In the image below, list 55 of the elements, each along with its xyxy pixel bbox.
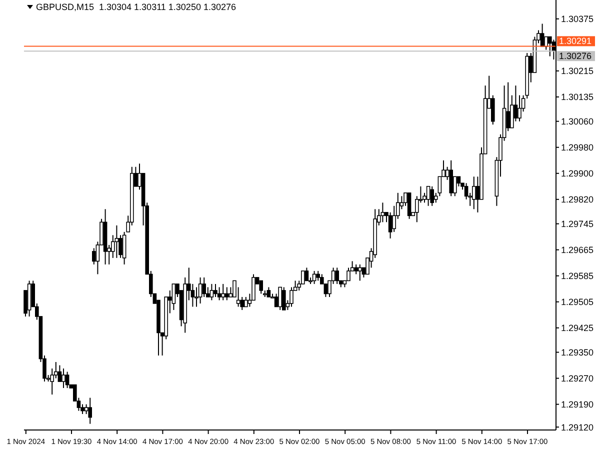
candlestick	[210, 283, 214, 301]
candlestick	[84, 404, 88, 415]
y-tick-label: 1.30060	[561, 116, 594, 127]
chart-title: GBPUSD,M15 1.30304 1.30311 1.30250 1.30276	[36, 2, 236, 12]
y-tick-label: 1.29350	[561, 347, 594, 358]
candlestick	[491, 94, 495, 126]
candlestick	[430, 186, 434, 206]
candlestick	[426, 186, 430, 206]
candlestick	[380, 202, 385, 223]
y-tick-label: 1.29585	[561, 271, 594, 282]
y-tick-label: 1.29745	[561, 218, 594, 229]
candlestick	[217, 286, 222, 301]
candlestick	[65, 371, 70, 389]
y-tick-label: 1.30375	[561, 14, 594, 24]
candlestick	[62, 368, 66, 389]
candlestick	[202, 276, 206, 298]
y-tick-label: 1.29120	[561, 422, 594, 432]
candlestick	[290, 286, 294, 308]
candlestick	[346, 267, 350, 282]
candlestick	[518, 94, 522, 122]
ref-line-label: 1.30291	[559, 36, 592, 46]
y-tick-label: 1.29505	[561, 297, 594, 308]
y-tick-label: 1.30215	[561, 66, 594, 76]
candlestick	[358, 264, 362, 282]
candlestick	[221, 283, 225, 301]
candlestick	[312, 270, 316, 284]
candlestick	[244, 296, 248, 308]
candlestick	[225, 286, 229, 301]
y-tick-label: 1.29270	[561, 373, 594, 384]
candlestick	[449, 160, 453, 197]
candlestick	[88, 397, 92, 424]
candlestick	[354, 264, 358, 275]
candlestick	[259, 280, 263, 294]
candlestick	[198, 276, 202, 304]
candlestick	[214, 283, 218, 298]
candlestick	[548, 36, 552, 57]
candlestick	[304, 267, 309, 282]
candlestick	[335, 267, 339, 284]
candlestick	[92, 248, 96, 265]
candlestick	[278, 286, 282, 310]
candlestick	[472, 176, 476, 210]
y-tick-label: 1.29900	[561, 168, 594, 179]
candlestick	[266, 286, 271, 298]
candlestick	[282, 286, 286, 310]
y-tick-label: 1.29820	[561, 194, 594, 205]
candlestick	[114, 224, 119, 258]
y-tick-label: 1.30135	[561, 92, 594, 102]
candlestick	[172, 283, 176, 310]
candlestick	[407, 192, 412, 220]
y-tick-label: 1.29425	[561, 323, 594, 334]
candlestick	[316, 270, 320, 282]
y-tick-label: 1.29665	[561, 245, 594, 255]
y-tick-label: 1.29190	[561, 400, 594, 410]
y-tick-label: 1.29980	[561, 142, 594, 153]
ref-line-label: 1.30276	[559, 51, 592, 62]
